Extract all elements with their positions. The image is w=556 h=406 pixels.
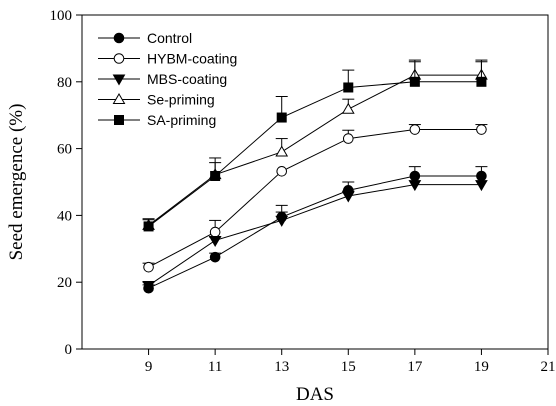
y-tick-label: 0	[65, 342, 73, 358]
legend-entry: Control	[98, 30, 192, 46]
legend-marker	[114, 115, 124, 125]
x-tick-label: 13	[274, 359, 289, 375]
data-point	[343, 82, 354, 93]
legend-marker	[112, 74, 126, 86]
y-tick-label: 60	[57, 142, 72, 158]
axes: 9 11 13 15 17 19 21 0 20 40 60 80 100	[50, 8, 556, 375]
legend-label: HYBM-coating	[147, 51, 237, 67]
series-line	[148, 74, 482, 226]
data-point	[476, 76, 487, 87]
series-line	[148, 129, 482, 268]
data-point	[476, 170, 487, 182]
legend-label: Control	[147, 30, 192, 46]
data-point	[275, 215, 289, 227]
legend-label: MBS-coating	[147, 71, 227, 87]
data-point	[341, 191, 355, 203]
series-2	[142, 124, 488, 273]
x-tick-label: 11	[208, 359, 222, 375]
legend-label: SA-priming	[147, 112, 216, 128]
legend-marker	[112, 93, 126, 104]
y-tick-label: 80	[57, 75, 72, 91]
legend-entry: SA-priming	[98, 112, 216, 128]
data-point	[143, 221, 154, 232]
series-line	[148, 81, 482, 227]
legend-entry: Se-priming	[98, 92, 215, 108]
legend: Control HYBM-coating MBS-coating Se-priming…	[98, 30, 237, 128]
x-tick-label: 9	[145, 359, 153, 375]
data-point	[342, 133, 354, 144]
data-point	[143, 261, 154, 273]
series-1	[142, 166, 488, 294]
y-axis-title: Seed emergence (%)	[6, 104, 27, 261]
y-tick-label: 20	[57, 275, 72, 291]
data-point	[142, 281, 155, 293]
data-point	[276, 166, 288, 177]
data-point	[210, 170, 221, 181]
data-point	[275, 145, 289, 157]
data-point	[409, 76, 420, 87]
legend-entry: MBS-coating	[98, 71, 227, 87]
x-tick-label: 21	[541, 359, 556, 375]
data-point	[341, 102, 355, 114]
data-point	[408, 180, 422, 192]
x-tick-label: 19	[474, 359, 489, 375]
plot-frame	[81, 14, 549, 350]
series-line	[148, 184, 482, 286]
data-point	[208, 235, 222, 247]
x-tick-label: 17	[407, 359, 423, 375]
series-3	[142, 180, 488, 293]
y-tick-label: 100	[50, 8, 73, 24]
y-tick-label: 40	[57, 208, 72, 224]
data-point	[209, 251, 221, 263]
data-point	[475, 180, 488, 192]
x-tick-label: 15	[341, 359, 356, 375]
x-axis-title: DAS	[296, 384, 334, 405]
data-point	[476, 124, 487, 135]
legend-marker	[113, 53, 125, 64]
series-line	[148, 175, 482, 289]
legend-label: Se-priming	[147, 92, 215, 108]
data-point	[209, 226, 221, 238]
legend-marker	[113, 32, 125, 44]
series-5	[142, 61, 488, 232]
data-point	[409, 170, 421, 182]
data-point	[276, 112, 287, 123]
series-layer	[142, 59, 488, 294]
legend-entry: HYBM-coating	[98, 51, 237, 67]
data-point	[409, 124, 421, 135]
